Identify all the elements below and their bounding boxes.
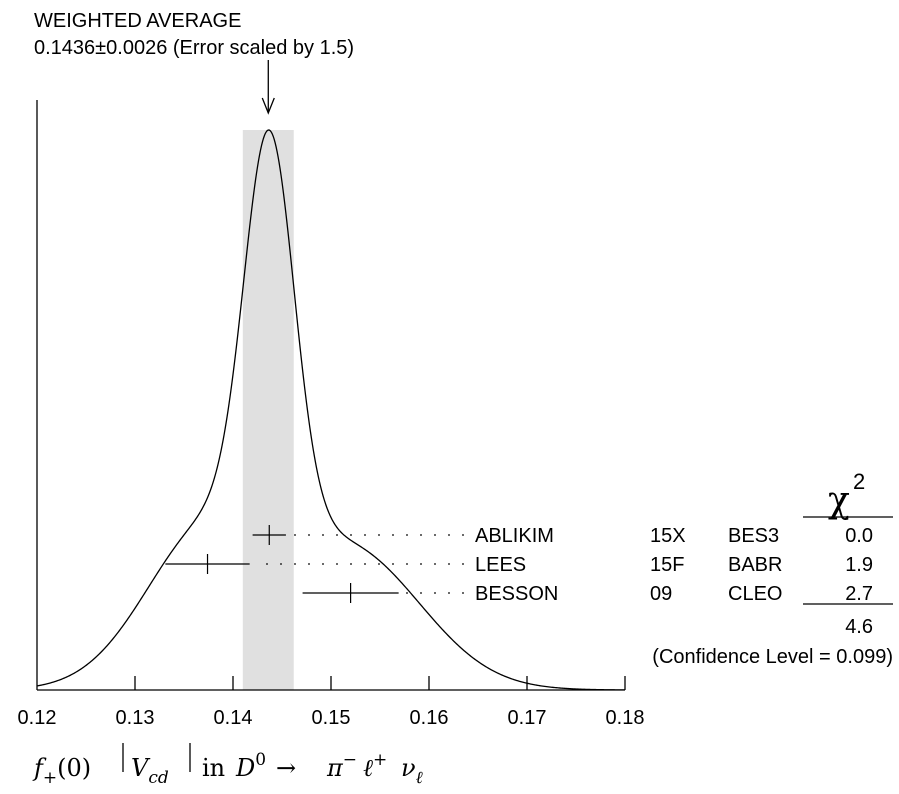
leader-dot-lees-11 — [308, 563, 310, 565]
leader-dot-lees-10 — [322, 563, 324, 565]
leader-dot-lees-4 — [406, 563, 408, 565]
leader-dot-besson-4 — [406, 592, 408, 594]
leader-dot-lees-1 — [448, 563, 450, 565]
chi2-superscript: 2 — [853, 469, 865, 494]
x-tick-label-0.15: 0.15 — [312, 707, 351, 729]
author-besson: BESSON — [475, 583, 558, 605]
leader-dot-ablikim-2 — [434, 534, 436, 536]
leader-dot-ablikim-0 — [462, 534, 464, 536]
leader-dot-ablikim-5 — [392, 534, 394, 536]
author-lees: LEES — [475, 554, 526, 576]
xlabel-nu-sub: ℓ — [416, 768, 423, 788]
xlabel-pi-sup: − — [343, 750, 357, 770]
leader-dot-ablikim-3 — [420, 534, 422, 536]
leader-dot-lees-12 — [294, 563, 296, 565]
leader-dot-lees-2 — [434, 563, 436, 565]
title-line-2: 0.1436±0.0026 (Error scaled by 1.5) — [34, 37, 354, 59]
xlabel-ell: ℓ — [363, 754, 373, 782]
year-besson: 09 — [650, 583, 672, 605]
leader-dot-lees-8 — [350, 563, 352, 565]
xlabel-d: D — [235, 754, 255, 782]
leader-dot-ablikim-1 — [448, 534, 450, 536]
confidence-level: (Confidence Level = 0.099) — [652, 646, 893, 668]
xlabel-in: in — [202, 754, 225, 782]
leader-dot-besson-0 — [462, 592, 464, 594]
chi2-lees: 1.9 — [845, 554, 873, 576]
year-ablikim: 15X — [650, 525, 686, 547]
leader-dot-lees-5 — [392, 563, 394, 565]
xlabel-nu: ν — [401, 754, 416, 782]
xlabel-pi: π — [326, 754, 344, 782]
leader-dot-ablikim-9 — [336, 534, 338, 536]
xlabel-ell-sup: + — [373, 750, 387, 770]
leader-dot-lees-0 — [462, 563, 464, 565]
experiment-lees: BABR — [728, 554, 782, 576]
leader-dot-ablikim-7 — [364, 534, 366, 536]
year-lees: 15F — [650, 554, 684, 576]
x-tick-label-0.18: 0.18 — [606, 707, 645, 729]
x-tick-label-0.12: 0.12 — [18, 707, 57, 729]
title-line-1: WEIGHTED AVERAGE — [34, 10, 241, 32]
x-tick-label-0.16: 0.16 — [410, 707, 449, 729]
leader-dot-ablikim-11 — [308, 534, 310, 536]
leader-dot-ablikim-6 — [378, 534, 380, 536]
leader-dot-lees-13 — [280, 563, 282, 565]
chi2-besson: 2.7 — [845, 583, 873, 605]
leader-dot-lees-6 — [378, 563, 380, 565]
chi2-header: χ 2 — [828, 469, 865, 521]
leader-dot-ablikim-10 — [322, 534, 324, 536]
x-tick-label-0.13: 0.13 — [116, 707, 155, 729]
experiment-ablikim: BES3 — [728, 525, 779, 547]
leader-dot-ablikim-4 — [406, 534, 408, 536]
leader-dot-ablikim-12 — [294, 534, 296, 536]
x-axis-label: f+(0) Vcd in D0 → π− ℓ+ νℓ — [32, 743, 423, 789]
leader-dot-lees-14 — [266, 563, 268, 565]
xlabel-arg: (0) — [57, 754, 91, 782]
average-band — [242, 130, 294, 690]
chi2-ablikim: 0.0 — [845, 525, 873, 547]
x-tick-label-0.17: 0.17 — [508, 707, 547, 729]
leader-dot-lees-9 — [336, 563, 338, 565]
xlabel-f-sub: + — [43, 768, 57, 788]
leader-dot-besson-2 — [434, 592, 436, 594]
xlabel-arrow: → — [276, 754, 296, 782]
leader-dot-lees-3 — [420, 563, 422, 565]
ideogram-curve — [36, 129, 625, 691]
xlabel-d-sup: 0 — [255, 750, 266, 770]
leader-dot-besson-3 — [420, 592, 422, 594]
x-tick-label-0.14: 0.14 — [214, 707, 253, 729]
chi2-symbol: χ — [828, 480, 850, 521]
xlabel-v-sub: cd — [148, 768, 169, 788]
author-ablikim: ABLIKIM — [475, 525, 554, 547]
leader-dot-ablikim-8 — [350, 534, 352, 536]
experiment-besson: CLEO — [728, 583, 782, 605]
svg-text:f+(0) Vcd in: f+(0) Vcd in D0 → π− ℓ+ νℓ — [32, 743, 423, 789]
xlabel-v: V — [131, 754, 151, 782]
leader-dot-besson-1 — [448, 592, 450, 594]
average-arrow-head — [261, 97, 275, 115]
leader-dot-lees-7 — [364, 563, 366, 565]
chi2-total: 4.6 — [845, 616, 873, 638]
